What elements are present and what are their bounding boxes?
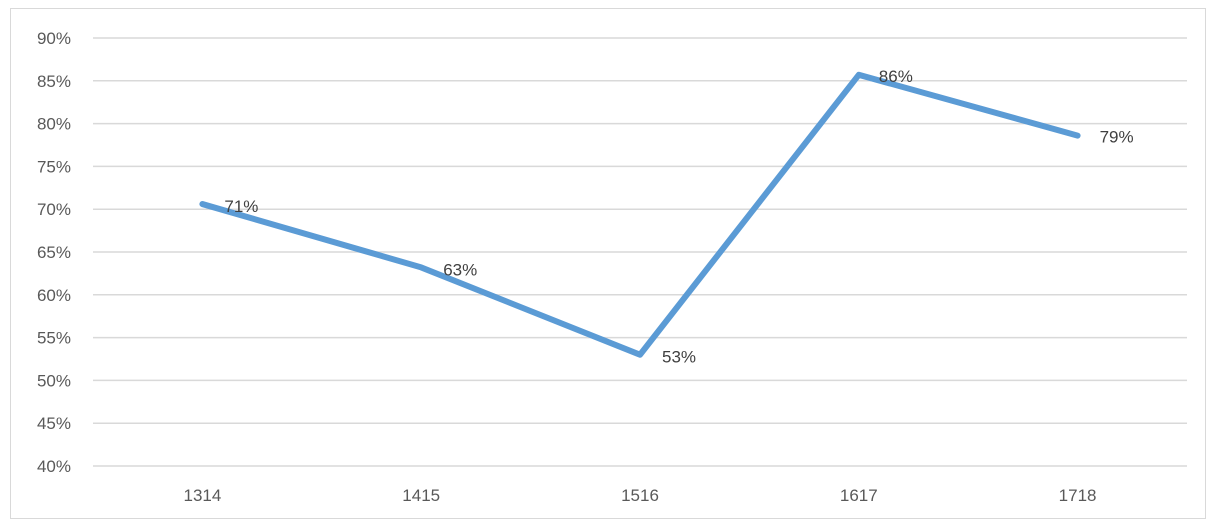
y-tick-label: 75% (37, 157, 71, 176)
data-point (420, 266, 422, 268)
y-tick-label: 55% (37, 329, 71, 348)
data-label: 86% (879, 67, 913, 86)
y-tick-label: 80% (37, 115, 71, 134)
series-line (199, 71, 1081, 358)
data-label: 53% (662, 348, 696, 367)
y-tick-label: 40% (37, 457, 71, 476)
y-axis-tick-labels: 90% 85% 80% 75% 70% 65% 60% 55% 50% 45% 40% (37, 29, 71, 476)
y-tick-label: 70% (37, 200, 71, 219)
x-tick-label: 1415 (402, 486, 440, 505)
chart-frame (10, 8, 1206, 519)
y-tick-label: 90% (37, 29, 71, 48)
data-point (858, 74, 860, 76)
x-tick-label: 1617 (840, 486, 878, 505)
data-label: 63% (443, 260, 477, 279)
x-tick-label: 1314 (183, 486, 221, 505)
data-label: 79% (1100, 128, 1134, 147)
x-axis-tick-labels: 1314 1415 1516 1617 1718 (183, 486, 1096, 505)
data-label: 71% (224, 197, 258, 216)
data-point (1077, 135, 1079, 137)
series-group (199, 71, 1081, 358)
y-tick-label: 85% (37, 72, 71, 91)
data-point (201, 203, 203, 205)
y-tick-label: 45% (37, 414, 71, 433)
data-point (639, 354, 641, 356)
x-tick-label: 1718 (1059, 486, 1097, 505)
y-tick-label: 65% (37, 243, 71, 262)
data-labels: 71% 63% 53% 86% 79% (224, 67, 1133, 367)
gridlines (93, 37, 1187, 467)
y-tick-label: 50% (37, 371, 71, 390)
y-tick-label: 60% (37, 286, 71, 305)
x-tick-label: 1516 (621, 486, 659, 505)
